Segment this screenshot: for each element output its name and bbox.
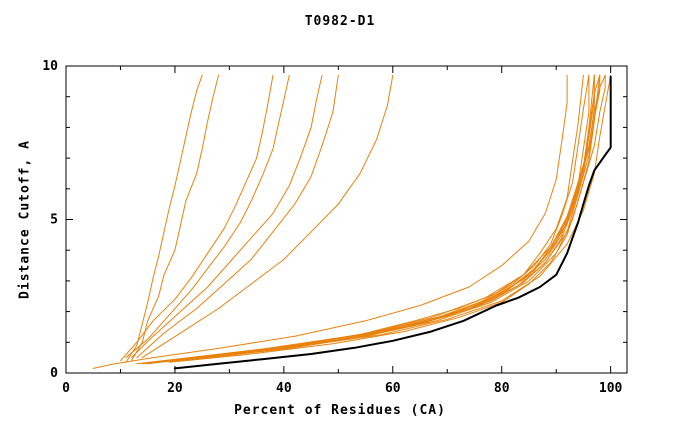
series-model-17 xyxy=(185,74,606,360)
y-tick-label: 5 xyxy=(50,213,58,228)
series-model-19 xyxy=(141,74,590,365)
series-model-11 xyxy=(152,74,595,363)
series-model-20 xyxy=(190,74,606,359)
plot-border xyxy=(65,65,628,374)
series-model-14 xyxy=(158,74,595,363)
x-axis-label: Percent of Residues (CA) xyxy=(234,403,446,418)
x-tick-label: 20 xyxy=(167,381,183,396)
chart-title: T0982-D1 xyxy=(304,14,376,29)
x-tick-label: 80 xyxy=(494,381,510,396)
series-model-15 xyxy=(169,74,601,363)
x-tick-label: 100 xyxy=(599,381,623,396)
series-model-02 xyxy=(130,74,219,362)
y-tick-label: 0 xyxy=(50,366,58,381)
series-model-18 xyxy=(196,74,612,359)
series-model-06 xyxy=(136,74,339,359)
x-tick-label: 0 xyxy=(62,381,70,396)
series-model-12 xyxy=(163,74,595,362)
series-model-03 xyxy=(120,74,274,362)
series-model-04 xyxy=(125,74,290,359)
series-model-13 xyxy=(174,74,601,362)
x-tick-label: 60 xyxy=(385,381,401,396)
y-tick-label: 10 xyxy=(42,59,58,74)
x-tick-label: 40 xyxy=(276,381,292,396)
series-model-07 xyxy=(141,74,394,359)
series-model-08 xyxy=(92,74,568,369)
series-model-05 xyxy=(130,74,323,359)
series-model-01 xyxy=(125,74,203,363)
series-reference xyxy=(173,75,612,370)
y-axis-label: Distance Cutoff, A xyxy=(17,140,33,299)
series-model-09 xyxy=(136,74,584,365)
